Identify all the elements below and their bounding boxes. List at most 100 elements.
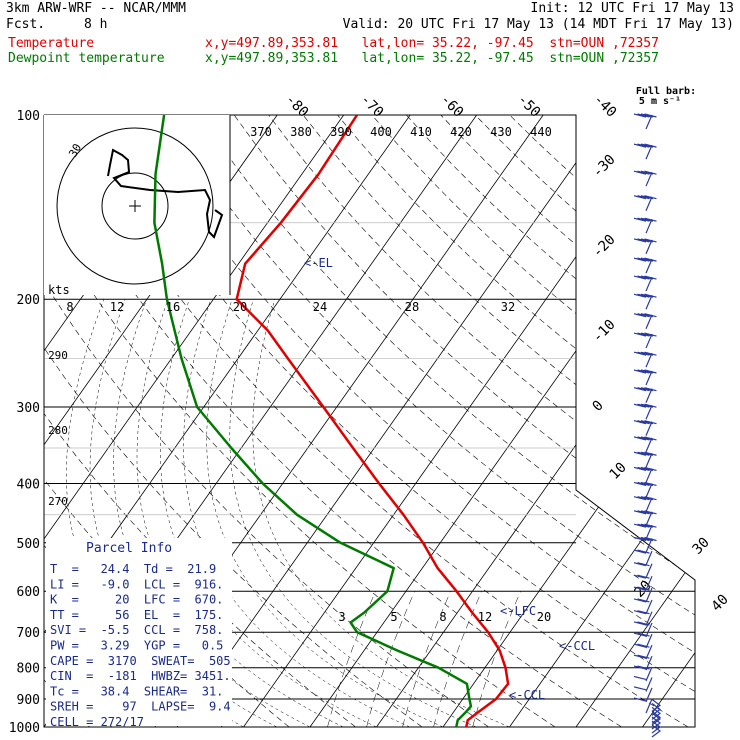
wind-barb [633,113,657,130]
pressure-tick-label: 200 [17,293,40,308]
hodograph-tick-label: 8 [66,300,73,314]
wind-barb [633,293,657,310]
plot-frame [43,114,696,728]
parcel-info-row: SREH = 97 LAPSE= 9.4 [50,700,231,714]
dry-adiabat-line [165,115,695,727]
hodograph: 30 kts [44,115,231,297]
model-title: 3km ARW-WRF -- NCAR/MMM [6,1,187,16]
wind-barb [633,170,657,187]
isotherm-line [509,115,695,727]
pressure-tick-label: 300 [17,401,40,416]
wind-barb [633,562,653,578]
wind-barb [633,686,653,703]
hodograph-tick-label: 24 [313,300,327,314]
wind-barb [633,451,657,468]
wind-barbs [633,113,661,738]
hodograph-units: kts [48,283,70,297]
moist-adiabat-line [206,299,444,727]
dry-adiabat-line [199,115,695,727]
pressure-tick-label: 100 [17,109,40,124]
forecast-value: 8 h [84,17,108,32]
ccl-low-annotation: <-CCL [509,688,545,702]
lfc-annotation: <-LFC [500,604,536,618]
wind-barb [633,697,653,714]
theta-label: 290 [48,349,68,362]
mixing-ratio-label: 12 [478,610,492,624]
wind-barb [633,481,657,498]
parcel-info-title: Parcel Info [86,541,172,556]
hodograph-tick-label: 16 [166,300,180,314]
wind-barb [633,436,657,453]
temperature-label: Temperature [8,36,95,51]
isotherm-label: -20 [590,232,619,261]
isotherm-label: -60 [437,92,466,121]
mixing-ratio-label: 3 [338,610,345,624]
parcel-info-row: Tc = 38.4 SHEAR= 31. [50,684,223,698]
wind-barb [651,712,661,738]
wind-barb [633,610,653,626]
moist-adiabat-line [252,299,510,727]
isotherm-label: -80 [282,92,311,121]
parcel-info-row: CIN = -181 HWBZ= 3451. [50,669,231,683]
wind-barb [633,574,653,591]
wind-barb [651,698,661,724]
isotherm-label: 30 [690,535,713,558]
hodograph-outer-ring [56,127,214,285]
wind-barb [633,586,653,603]
hodograph-tick-label: 12 [110,300,124,314]
moist-adiabat-line [136,299,344,727]
barb-legend-line2: 5 m s⁻¹ [639,96,681,107]
parcel-info-row: TT = 56 EL = 175. [50,608,223,622]
mixing-ratio-label: 20 [537,610,551,624]
parcel-info-row: SVI = -5.5 CCL = 758. [50,623,223,637]
dry-adiabat-line [302,115,695,727]
wind-barb [633,549,653,566]
parcel-info-row: T = 24.4 Td = 21.9 [50,562,216,576]
wind-barb [633,275,657,292]
isotherm-label: 10 [607,460,630,483]
theta-e-label: 440 [530,125,552,139]
wind-barb [633,523,657,540]
moist-adiabat-line [229,299,477,727]
dry-adiabat-line [406,115,695,727]
hodograph-ring-label: 30 [66,142,84,160]
wind-barb [633,143,657,160]
parcel-info-row: K = 20 LFC = 670. [50,593,223,607]
wind-barb [633,238,657,255]
isotherm-label: 0 [590,398,607,415]
mixing-ratio-label: 5 [390,610,397,624]
wind-barb [633,496,657,512]
wind-barb [633,351,657,368]
isotherm-label: -50 [514,92,543,121]
wind-barb [633,369,657,386]
parcel-info-row: LI = -9.0 LCL = 916. [50,577,223,591]
wind-barb [633,403,657,420]
dewpoint-station-info: x,y=497.89,353.81 lat,lon= 35.22, -97.45… [205,51,659,66]
isotherm-line [243,115,677,727]
wind-barb [633,313,657,329]
wind-barb [633,195,657,211]
isotherm-line [176,115,611,727]
parcel-info-box: Parcel Info T = 24.4 Td = 21.9LI = -9.0 … [46,538,232,729]
parcel-info-row: PW = 3.29 YGP = 0.5 [50,639,223,653]
dewpoint-label: Dewpoint temperature [8,51,165,66]
mixing-ratio-line [402,591,451,727]
theta-e-label: 370 [250,125,272,139]
wind-barb [633,665,653,682]
wind-barb [633,332,657,349]
theta-label: 270 [48,495,68,508]
pressure-tick-label: 1000 [9,721,40,736]
isotherm-line [642,115,695,727]
ccl-annotation: <-CCL [559,639,595,653]
hodograph-tick-label: 32 [501,300,515,314]
isotherm-label: -70 [357,92,386,121]
forecast-label: Fcst. [6,17,46,32]
isotherm-label: -30 [590,152,619,181]
hodograph-background [44,115,230,295]
hodograph-trace [107,148,224,239]
isotherm-line [44,115,345,727]
dry-adiabat-line [96,115,695,727]
temperature-station-info: x,y=497.89,353.81 lat,lon= 35.22, -97.45… [205,36,659,51]
pressure-tick-label: 800 [17,662,40,677]
